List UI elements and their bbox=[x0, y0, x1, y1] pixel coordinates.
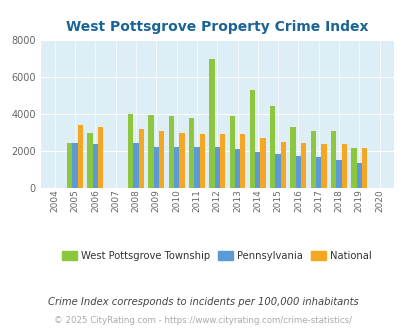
Legend: West Pottsgrove Township, Pennsylvania, National: West Pottsgrove Township, Pennsylvania, … bbox=[58, 247, 375, 265]
Bar bbox=[158, 131, 164, 188]
Bar bbox=[209, 59, 214, 188]
Bar bbox=[356, 163, 361, 188]
Bar bbox=[199, 134, 205, 188]
Bar bbox=[249, 90, 255, 188]
Bar bbox=[255, 152, 260, 188]
Bar bbox=[92, 144, 98, 188]
Bar bbox=[240, 134, 245, 188]
Bar bbox=[310, 131, 315, 188]
Bar bbox=[341, 145, 346, 188]
Bar bbox=[77, 125, 83, 188]
Bar bbox=[321, 144, 326, 188]
Bar bbox=[138, 129, 143, 188]
Bar bbox=[229, 116, 234, 188]
Bar bbox=[194, 147, 199, 188]
Bar bbox=[72, 143, 77, 188]
Bar bbox=[300, 143, 305, 188]
Bar bbox=[87, 133, 92, 188]
Bar bbox=[189, 117, 194, 188]
Bar bbox=[330, 131, 336, 188]
Bar bbox=[98, 127, 103, 188]
Bar bbox=[290, 127, 295, 188]
Text: Crime Index corresponds to incidents per 100,000 inhabitants: Crime Index corresponds to incidents per… bbox=[47, 297, 358, 307]
Bar bbox=[128, 114, 133, 188]
Bar bbox=[270, 106, 275, 188]
Bar bbox=[295, 156, 301, 188]
Bar bbox=[234, 149, 240, 188]
Bar bbox=[168, 116, 173, 188]
Bar bbox=[260, 138, 265, 188]
Bar bbox=[315, 157, 321, 188]
Bar bbox=[173, 147, 179, 188]
Bar bbox=[148, 115, 153, 188]
Bar bbox=[220, 134, 224, 188]
Bar bbox=[336, 160, 341, 188]
Text: © 2025 CityRating.com - https://www.cityrating.com/crime-statistics/: © 2025 CityRating.com - https://www.city… bbox=[54, 316, 351, 325]
Bar bbox=[280, 142, 285, 188]
Bar bbox=[179, 133, 184, 188]
Bar bbox=[214, 147, 220, 188]
Title: West Pottsgrove Property Crime Index: West Pottsgrove Property Crime Index bbox=[66, 20, 368, 34]
Bar bbox=[67, 143, 72, 188]
Bar bbox=[133, 143, 138, 188]
Bar bbox=[275, 154, 280, 188]
Bar bbox=[361, 148, 367, 188]
Bar bbox=[153, 147, 159, 188]
Bar bbox=[351, 148, 356, 188]
